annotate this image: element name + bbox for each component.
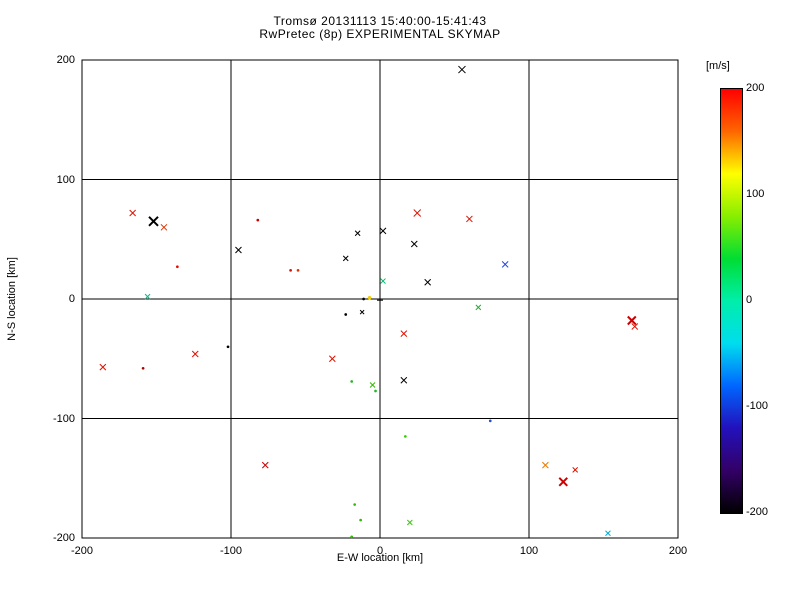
scatter-point	[296, 268, 300, 272]
colorbar-tick-label: 200	[746, 82, 765, 94]
y-tick-label: 100	[56, 173, 75, 186]
scatter-point	[176, 265, 179, 269]
colorbar-unit-label: [m/s]	[706, 60, 730, 72]
colorbar-tick-label: -200	[746, 506, 769, 518]
plot-line	[406, 519, 413, 526]
scatter-point	[488, 419, 492, 423]
plot-line	[148, 216, 159, 227]
plot-line	[475, 304, 482, 311]
plot-line	[369, 382, 376, 388]
scatter-point	[367, 296, 372, 300]
plot-line	[261, 461, 269, 469]
scatter-point	[350, 380, 354, 383]
scatter-point	[226, 345, 230, 349]
colorbar-tick-label: -100	[746, 400, 769, 412]
plot-line	[410, 240, 418, 248]
plot-line	[542, 461, 549, 469]
plot-line	[413, 209, 422, 217]
y-axis-label: N-S location [km]	[6, 257, 18, 341]
plot-line	[99, 363, 107, 371]
plot-line	[144, 293, 151, 300]
scatter-point	[289, 268, 292, 272]
y-tick-label: 200	[56, 54, 75, 66]
plot-line	[359, 309, 365, 315]
plot-line	[572, 467, 579, 473]
plot-line	[424, 278, 432, 286]
colorbar-tick-label: 100	[746, 188, 765, 200]
colorbar	[720, 88, 743, 514]
plot-line	[328, 355, 336, 363]
plot-line	[129, 209, 137, 217]
plot-title-line2: RwPretec (8p) EXPERIMENTAL SKYMAP	[259, 27, 501, 41]
plot-line	[605, 530, 611, 537]
x-axis-label: E-W location [km]	[336, 552, 424, 564]
plot-line	[191, 350, 199, 358]
plot-line	[627, 315, 637, 326]
scatter-point	[359, 518, 362, 522]
y-tick-label: -200	[52, 532, 75, 544]
plot-line	[458, 65, 466, 74]
plot-line	[380, 278, 386, 284]
plot-line	[235, 246, 242, 254]
x-tick-label: -100	[219, 545, 243, 557]
plot-line	[342, 255, 349, 262]
plot-line	[379, 227, 387, 235]
scatter-point	[403, 435, 407, 438]
x-tick-label: 0	[376, 545, 384, 557]
scatter-point	[256, 218, 260, 222]
plot-line	[160, 223, 168, 231]
x-tick-label: 200	[668, 545, 688, 557]
scatter-point	[350, 535, 354, 539]
scatter-point	[344, 313, 348, 316]
scatter-point	[141, 366, 145, 370]
scatter-point	[353, 503, 357, 506]
plot-line	[558, 477, 568, 487]
plot-frame	[81, 59, 679, 539]
plot-line	[631, 323, 639, 330]
plot-title-line1: Tromsø 20131113 15:40:00-15:41:43	[273, 14, 487, 28]
x-tick-label: -200	[70, 545, 94, 557]
plot-line	[466, 215, 473, 223]
scatter-point	[374, 389, 377, 393]
y-tick-label: -100	[52, 412, 75, 425]
plot-line	[354, 230, 361, 237]
plot-line	[400, 330, 408, 338]
x-tick-label: 100	[519, 545, 539, 557]
plot-line	[400, 376, 408, 384]
colorbar-tick-label: 0	[746, 294, 753, 306]
scatter-point	[362, 297, 365, 301]
plot-line	[501, 260, 509, 268]
y-tick-label: 0	[68, 293, 75, 305]
